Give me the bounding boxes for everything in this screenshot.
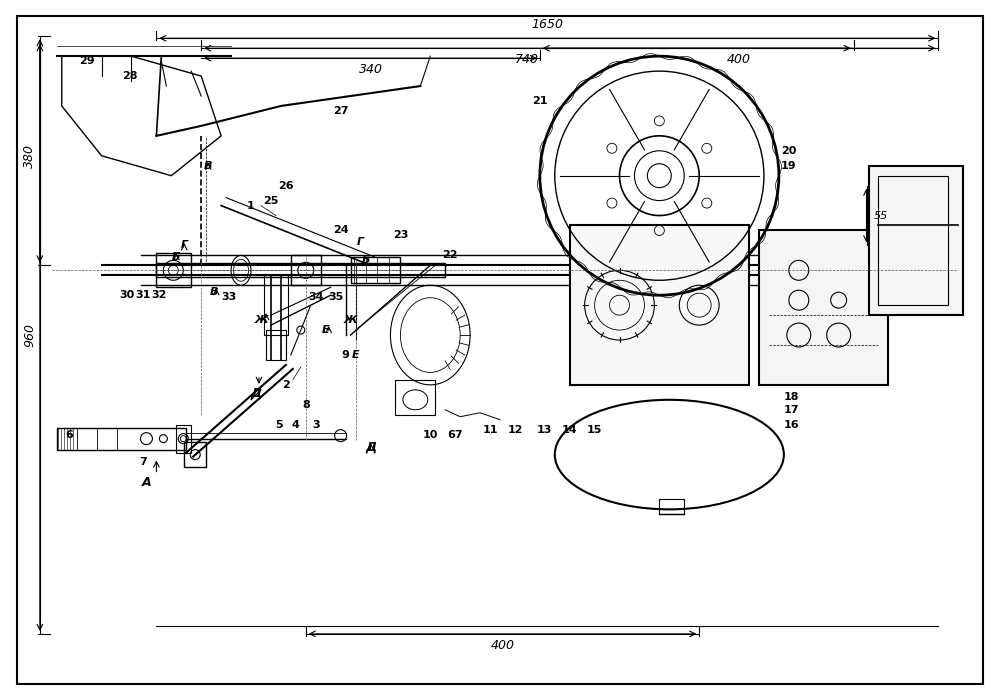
Text: 67: 67 bbox=[447, 430, 463, 440]
Text: 17: 17 bbox=[784, 404, 800, 415]
Text: 27: 27 bbox=[333, 106, 348, 116]
Text: Ж: Ж bbox=[254, 315, 268, 325]
Bar bbox=[266, 330, 286, 360]
Text: 12: 12 bbox=[507, 425, 523, 434]
Bar bbox=[878, 176, 948, 305]
Text: 400: 400 bbox=[491, 639, 515, 652]
Text: 35: 35 bbox=[328, 292, 343, 302]
Text: 740: 740 bbox=[515, 54, 539, 66]
Text: Д: Д bbox=[250, 386, 262, 400]
Text: 1: 1 bbox=[247, 201, 255, 211]
Text: 13: 13 bbox=[537, 425, 553, 434]
Text: 11: 11 bbox=[482, 425, 498, 434]
Bar bbox=[659, 500, 684, 514]
Text: 28: 28 bbox=[122, 71, 137, 81]
Text: 1650: 1650 bbox=[532, 18, 564, 31]
Text: 22: 22 bbox=[442, 250, 458, 261]
Text: 340: 340 bbox=[359, 63, 383, 76]
Bar bbox=[264, 275, 288, 335]
Text: 19: 19 bbox=[781, 161, 797, 171]
Text: Д: Д bbox=[365, 440, 376, 453]
Text: 32: 32 bbox=[152, 291, 167, 300]
Text: В: В bbox=[210, 287, 218, 297]
Text: Б: Б bbox=[361, 255, 370, 265]
Text: 23: 23 bbox=[393, 231, 408, 240]
Text: Б: Б bbox=[172, 252, 181, 262]
Text: 31: 31 bbox=[136, 291, 151, 300]
Bar bbox=[869, 165, 963, 315]
Text: 55: 55 bbox=[874, 211, 888, 220]
Bar bbox=[395, 380, 435, 415]
Text: 21: 21 bbox=[532, 96, 548, 106]
Text: 10: 10 bbox=[423, 430, 438, 440]
Text: Е: Е bbox=[322, 325, 330, 335]
Text: 29: 29 bbox=[79, 56, 94, 66]
Bar bbox=[759, 231, 888, 385]
Bar bbox=[570, 225, 749, 385]
Text: Г: Г bbox=[357, 238, 364, 247]
Text: 20: 20 bbox=[781, 146, 797, 156]
Text: 9: 9 bbox=[342, 350, 350, 360]
Text: 25: 25 bbox=[263, 195, 279, 206]
Text: 30: 30 bbox=[119, 291, 134, 300]
Text: 2: 2 bbox=[282, 380, 290, 390]
Text: 380: 380 bbox=[23, 144, 36, 167]
Bar bbox=[291, 255, 321, 285]
Text: А: А bbox=[142, 477, 151, 489]
Text: Е: Е bbox=[352, 350, 359, 360]
Text: 5: 5 bbox=[275, 420, 283, 430]
Bar bbox=[184, 441, 206, 466]
Text: 400: 400 bbox=[727, 54, 751, 66]
Text: 15: 15 bbox=[587, 425, 602, 434]
Text: 14: 14 bbox=[562, 425, 578, 434]
Text: Ж: Ж bbox=[344, 315, 357, 325]
Text: 3: 3 bbox=[312, 420, 320, 430]
Text: 24: 24 bbox=[333, 225, 348, 236]
Text: 8: 8 bbox=[302, 400, 310, 410]
Bar bbox=[351, 257, 400, 284]
Text: 6: 6 bbox=[65, 430, 73, 440]
Text: В: В bbox=[204, 161, 212, 171]
Text: 4: 4 bbox=[292, 420, 300, 430]
Text: 18: 18 bbox=[784, 392, 800, 402]
Bar bbox=[176, 425, 191, 452]
Text: 33: 33 bbox=[221, 292, 237, 302]
Text: 7: 7 bbox=[140, 457, 147, 466]
Text: 26: 26 bbox=[278, 181, 294, 190]
Text: Г: Г bbox=[181, 240, 188, 250]
Bar bbox=[57, 427, 186, 450]
Bar bbox=[156, 254, 191, 287]
Bar bbox=[156, 263, 445, 277]
Text: 34: 34 bbox=[308, 292, 323, 302]
Text: 960: 960 bbox=[23, 323, 36, 347]
Text: 16: 16 bbox=[784, 420, 800, 430]
